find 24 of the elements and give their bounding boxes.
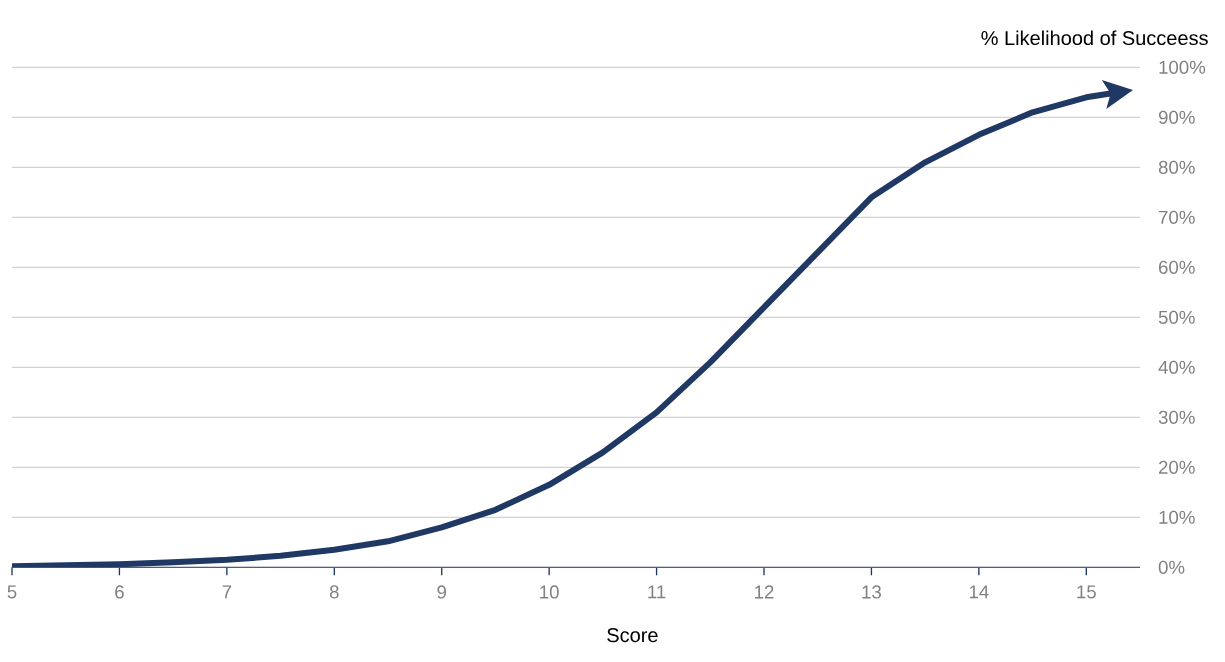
x-tick-label: 13 [862, 585, 881, 599]
y-tick-label: 0% [1158, 560, 1185, 574]
y-tick-label: 60% [1158, 260, 1195, 274]
y-tick-label: 50% [1158, 310, 1195, 324]
y-tick-label: 80% [1158, 160, 1195, 174]
x-tick-label: 8 [329, 585, 339, 599]
y-tick-label: 100% [1159, 60, 1206, 74]
x-tick-label: 7 [222, 585, 232, 599]
y-tick-label: 10% [1159, 510, 1195, 524]
x-tick-label: 15 [1077, 585, 1096, 599]
x-tick-label: 12 [755, 585, 774, 599]
x-tick-label: 5 [7, 585, 17, 599]
y-tick-label: 20% [1158, 460, 1195, 474]
y-axis-title: % Likelihood of Succeess [981, 30, 1208, 46]
x-tick-label: 6 [115, 585, 124, 599]
x-tick-label: 14 [969, 585, 989, 599]
x-tick-label: 9 [437, 585, 447, 599]
y-tick-label: 40% [1158, 360, 1195, 374]
y-tick-label: 30% [1158, 410, 1195, 424]
x-tick-label: 10 [540, 585, 559, 599]
y-tick-label: 70% [1159, 210, 1195, 224]
x-tick-label: 11 [648, 585, 666, 599]
x-axis-title: Score [607, 628, 658, 643]
y-tick-label: 90% [1158, 110, 1195, 124]
